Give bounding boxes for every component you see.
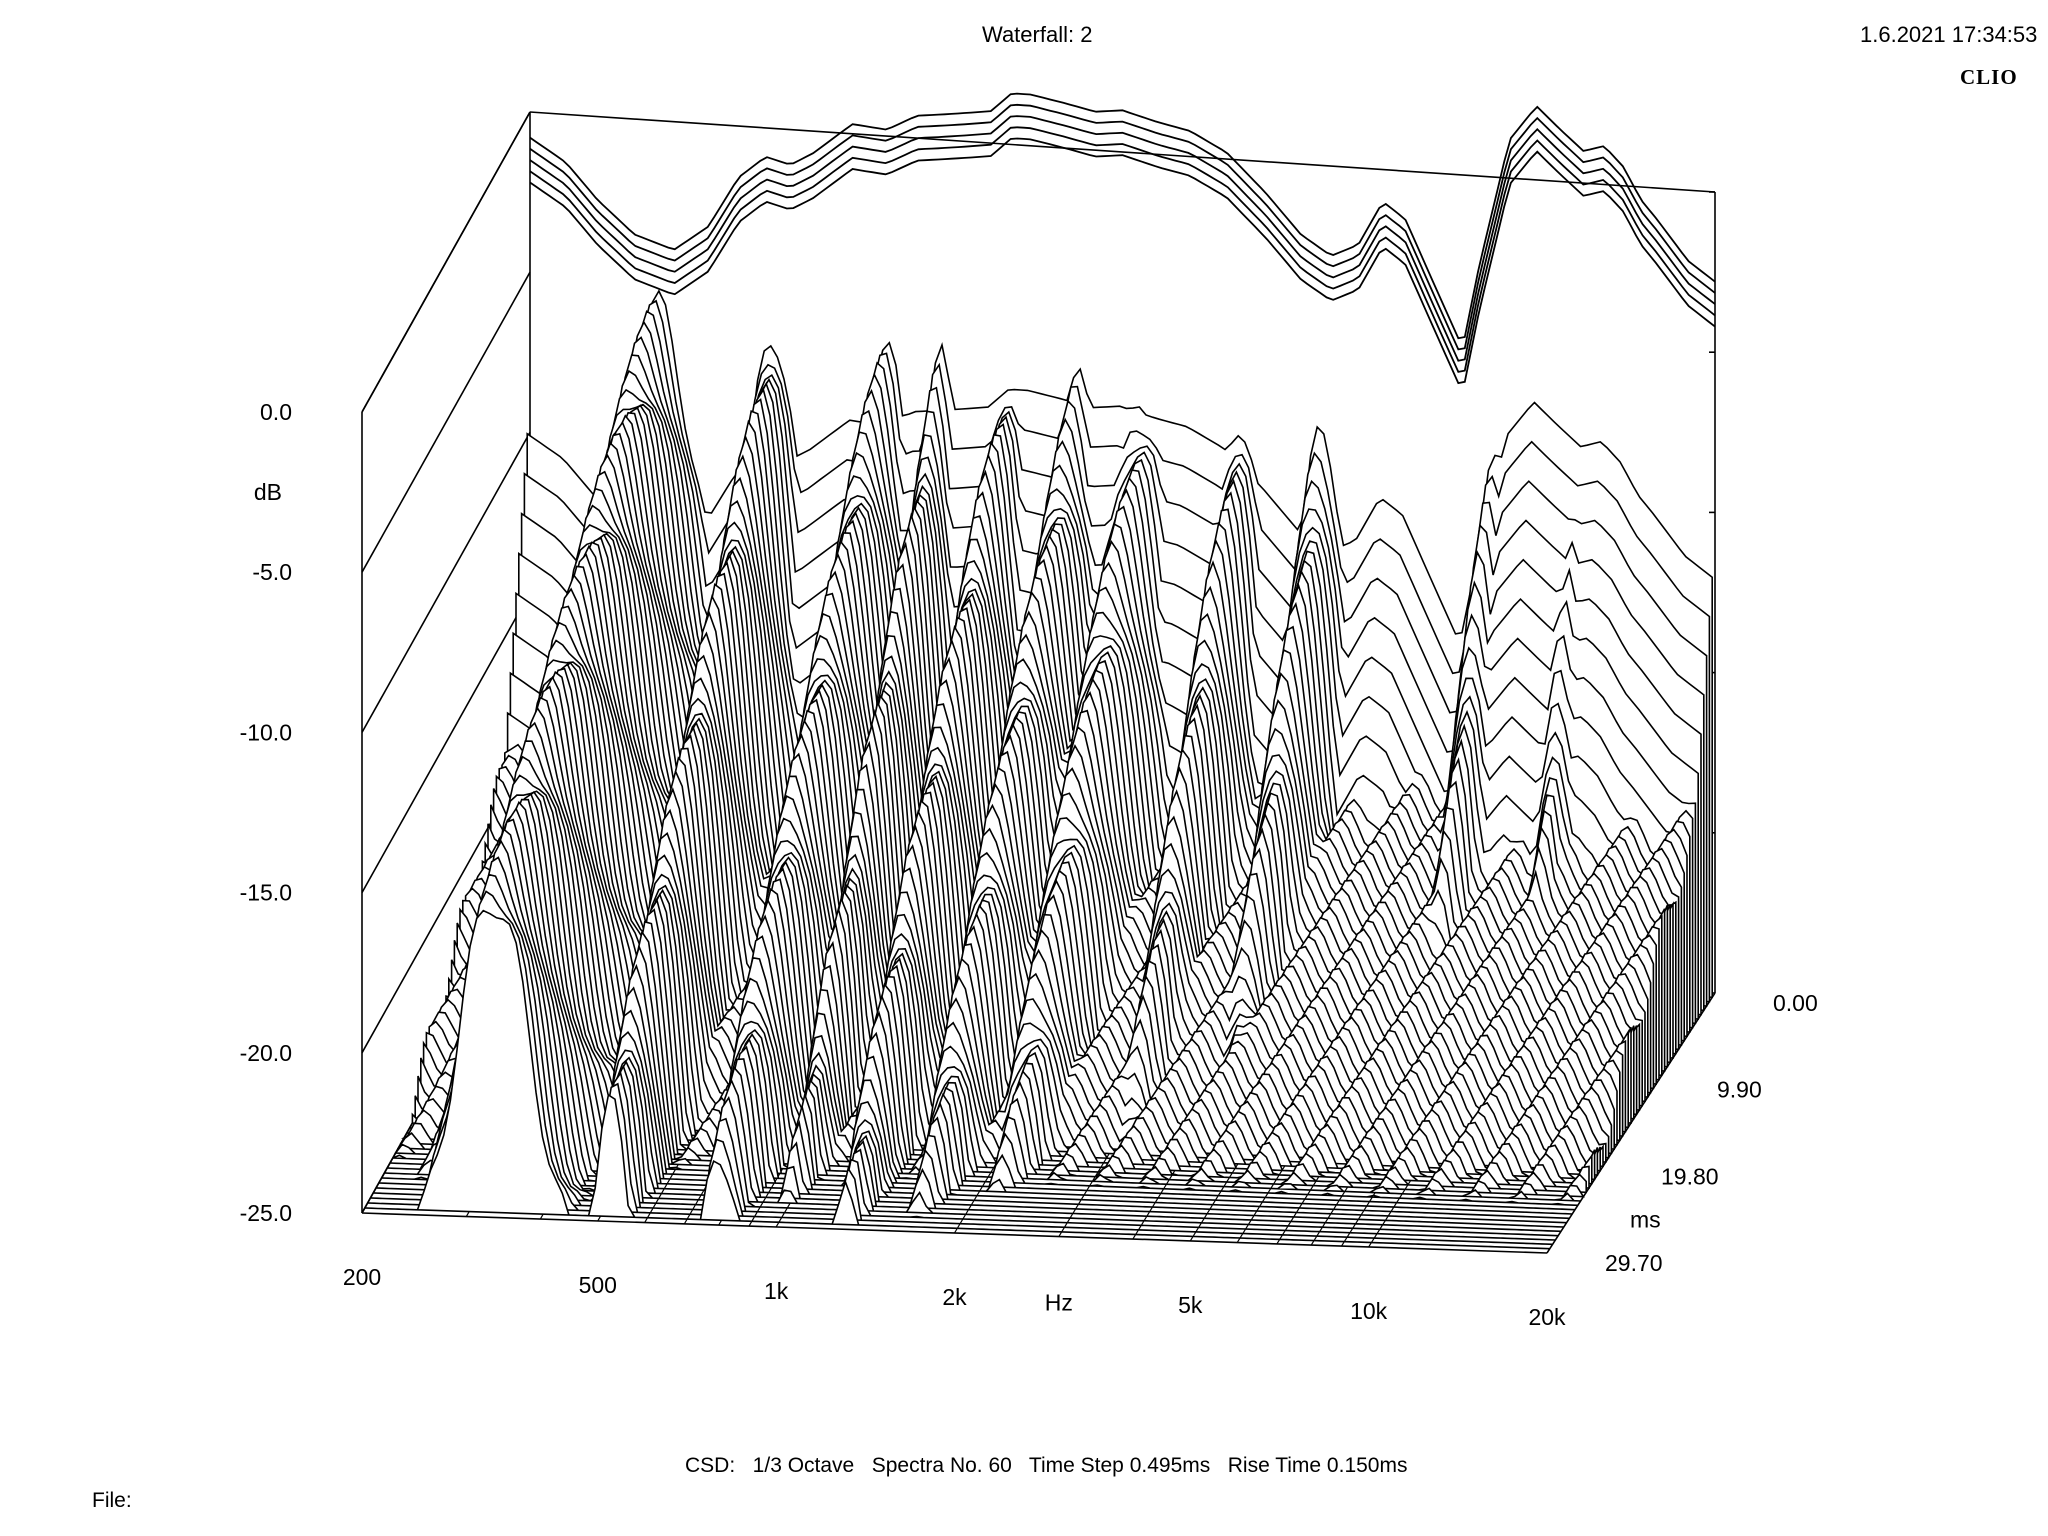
measurement-info: CSD: 1/3 Octave Spectra No. 60 Time Step… (685, 1454, 1408, 1477)
left-wall-rib-3 (361, 592, 531, 893)
y-tick-label-1: -5.0 (252, 559, 292, 585)
left-wall-rib-2 (361, 432, 531, 733)
x-tick-label-5: 10k (1350, 1298, 1388, 1324)
y-tick-label-5: -25.0 (240, 1200, 292, 1226)
y-axis-label: dB (254, 479, 282, 505)
z-tick-label-0: 0.00 (1773, 990, 1818, 1016)
y-tick-label-2: -10.0 (240, 719, 292, 745)
x-tick-label-3: 2k (942, 1284, 967, 1310)
timestamp: 1.6.2021 17:34:53 (1860, 22, 2038, 47)
rear-response-line-3 (529, 126, 1716, 373)
waterfall-series (364, 289, 1713, 1250)
rear-response-line-2 (529, 115, 1716, 362)
spectrum-slice-51 (387, 800, 1573, 1215)
rear-response-line-0 (529, 92, 1716, 340)
z-tick-label-3: 29.70 (1605, 1250, 1663, 1276)
left-wall-rib-1 (361, 271, 531, 573)
y-tick-label-4: -20.0 (240, 1040, 292, 1066)
left-wall-rib-0 (361, 111, 531, 413)
frame-edge-4 (529, 111, 1716, 193)
x-tick-label-4: 5k (1178, 1292, 1203, 1318)
x-axis-label: Hz (1045, 1290, 1073, 1316)
y-tick-label-0: 0.0 (260, 399, 292, 425)
x-tick-label-2: 1k (764, 1278, 789, 1304)
x-tick-label-1: 500 (579, 1272, 617, 1298)
y-tick-label-3: -15.0 (240, 880, 292, 906)
spectrum-slice-59 (364, 909, 1550, 1250)
chart-title: Waterfall: 2 (982, 22, 1093, 47)
brand-logo: CLIO (1960, 65, 2018, 89)
z-tick-label-2: 19.80 (1661, 1163, 1719, 1189)
axis-labels: 0.0 -5.0 -10.0 -15.0 -20.0 -25.0 dB 200 500 1k 2k 5… (240, 399, 1818, 1330)
z-tick-label-1: 9.90 (1717, 1077, 1762, 1103)
x-tick-label-6: 20k (1528, 1304, 1566, 1330)
rear-response-line-4 (529, 137, 1716, 385)
file-label: File: (92, 1489, 132, 1512)
rear-response (529, 92, 1716, 385)
rear-response-line-1 (529, 103, 1716, 351)
x-tick-label-0: 200 (343, 1264, 381, 1290)
z-axis-label: ms (1630, 1207, 1661, 1233)
